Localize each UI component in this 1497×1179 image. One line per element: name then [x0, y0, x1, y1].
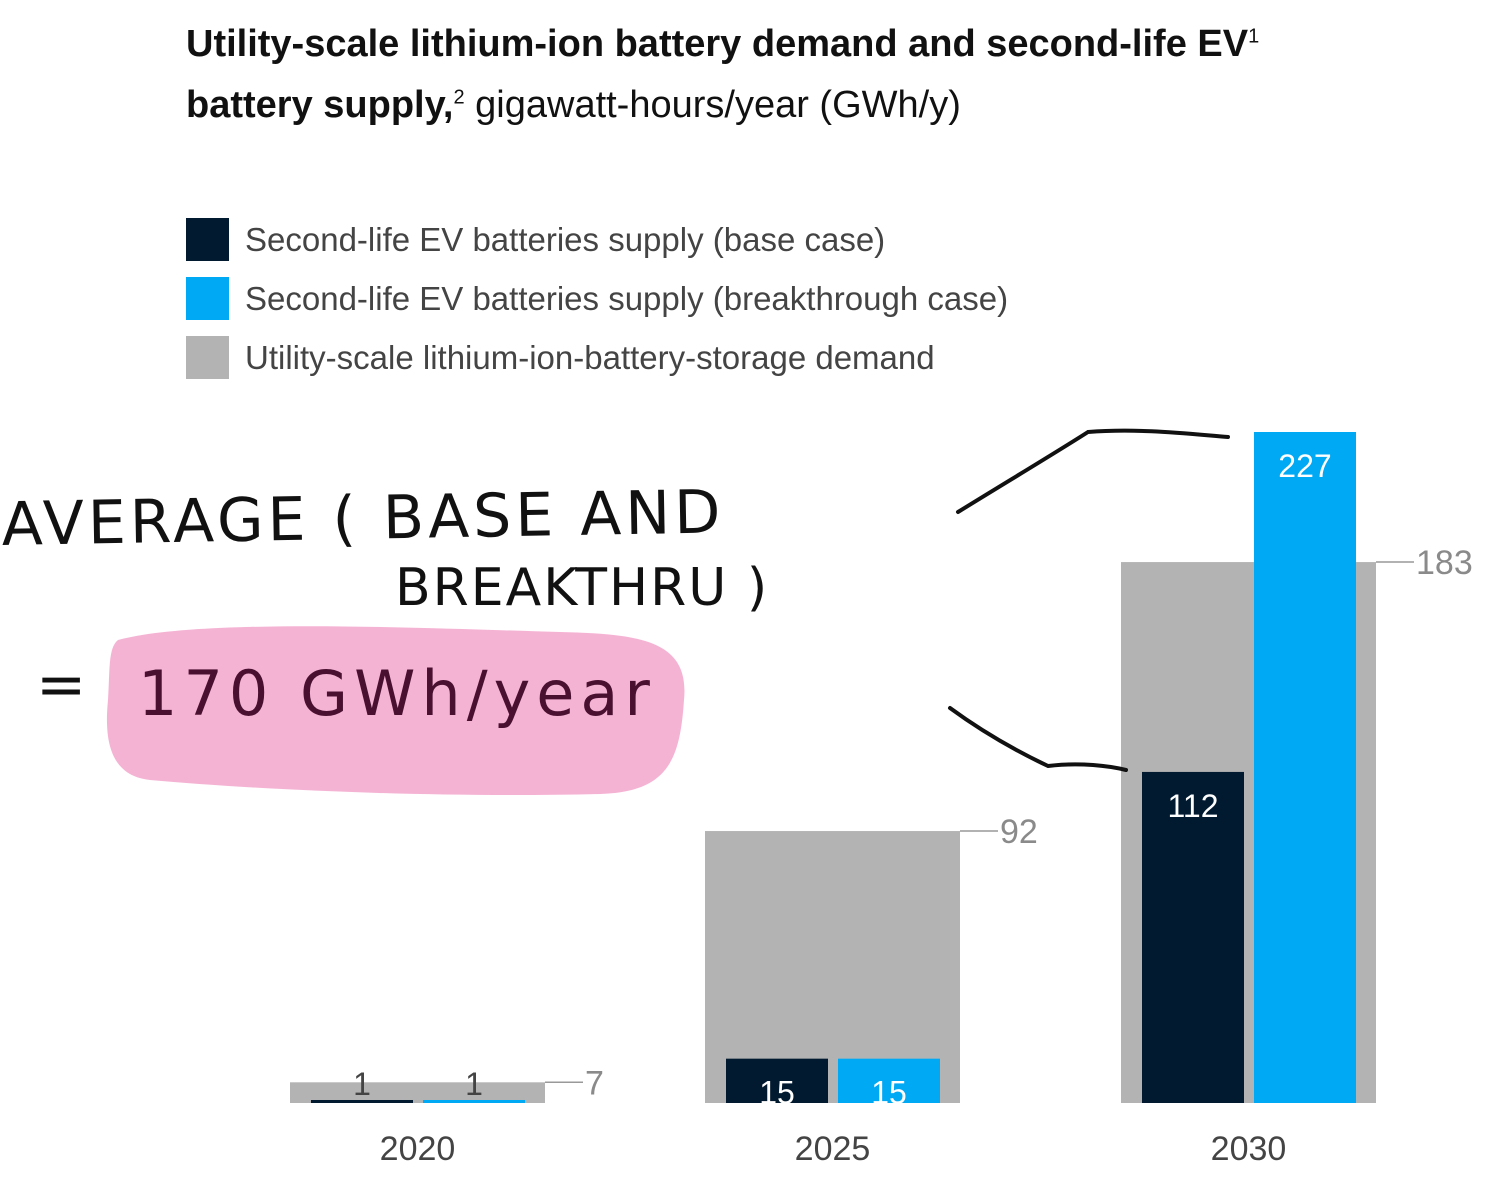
- annotation-line-2: BREAKTHRU ): [395, 558, 769, 618]
- chart-title: Utility-scale lithium-ion battery demand…: [186, 14, 1436, 136]
- annotation-line-1: AVERAGE ( BASE AND: [1, 477, 725, 560]
- demand-bar-2025: [705, 831, 960, 1103]
- x-tick-label-2020: 2020: [380, 1130, 456, 1168]
- demand-value-label-2030: 183: [1416, 544, 1473, 582]
- breakthrough-bar-2025: [838, 1058, 940, 1103]
- demand-value-label-2025: 92: [1000, 813, 1038, 851]
- breakthrough-value-label-2030: 227: [1278, 448, 1331, 484]
- title-bold-1: Utility-scale lithium-ion battery demand…: [186, 23, 1249, 65]
- annotation-value: 170 GWh/year: [138, 657, 656, 730]
- base-value-label-2020: 1: [353, 1066, 371, 1102]
- annotation-bracket-top: [956, 428, 1230, 514]
- demand-bar-2020: [290, 1082, 545, 1103]
- x-tick-label-2030: 2030: [1211, 1130, 1287, 1168]
- legend-swatch-breakthrough: [186, 277, 229, 320]
- title-footnote-1: 1: [1248, 25, 1260, 48]
- demand-value-label-2020: 7: [585, 1064, 604, 1102]
- annotation-equals: =: [36, 650, 86, 720]
- title-footnote-2: 2: [453, 86, 465, 109]
- base-bar-2025: [726, 1058, 828, 1103]
- base-value-label-2030: 112: [1167, 788, 1218, 824]
- annotation-bracket-bottom: [948, 706, 1128, 772]
- legend-label-demand: Utility-scale lithium-ion-battery-storag…: [245, 339, 935, 376]
- base-value-label-2025: 15: [759, 1075, 795, 1111]
- title-unit: gigawatt-hours/year (GWh/y): [464, 84, 961, 126]
- legend-label-breakthrough: Second-life EV batteries supply (breakth…: [245, 280, 1009, 317]
- breakthrough-bar-2020: [423, 1100, 525, 1103]
- legend-swatch-demand: [186, 336, 229, 379]
- base-bar-2020: [311, 1100, 413, 1103]
- annotation-highlight: [106, 626, 685, 796]
- legend-label-base: Second-life EV batteries supply (base ca…: [245, 221, 886, 258]
- breakthrough-value-label-2025: 15: [871, 1075, 907, 1111]
- title-bold-2: battery supply,: [186, 84, 454, 126]
- base-bar-2030: [1142, 771, 1244, 1103]
- x-tick-label-2025: 2025: [795, 1130, 871, 1168]
- breakthrough-value-label-2020: 1: [465, 1066, 483, 1102]
- legend-swatch-base: [186, 218, 229, 261]
- breakthrough-bar-2030: [1254, 432, 1356, 1103]
